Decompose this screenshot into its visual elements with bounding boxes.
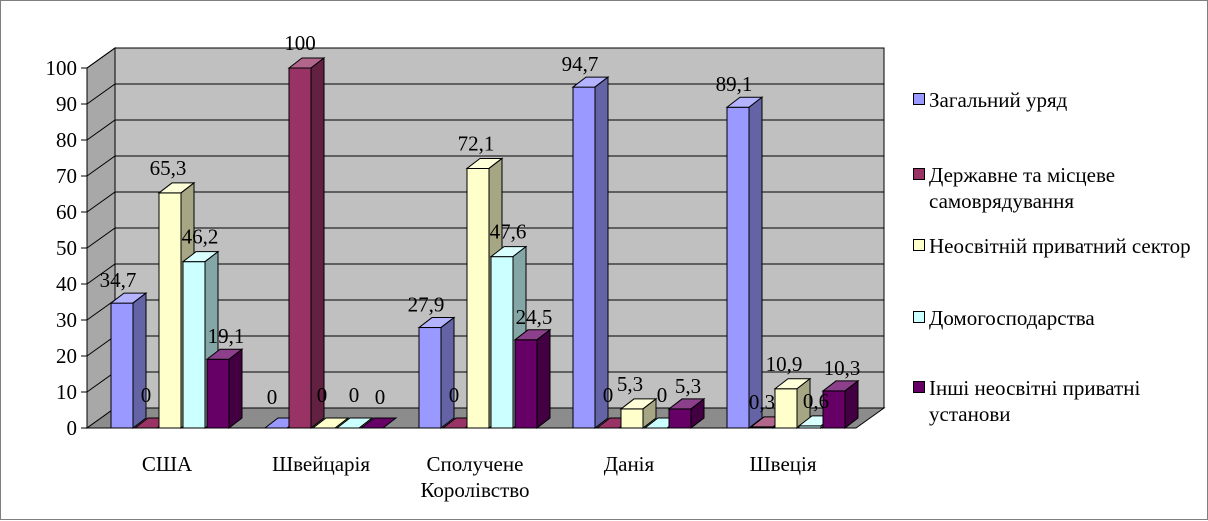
bar	[668, 408, 692, 429]
data-label: 27,9	[408, 293, 445, 317]
bars	[109, 56, 860, 430]
gridline	[86, 47, 884, 69]
x-tick-label: Сполучене	[427, 452, 524, 476]
legend-swatch	[913, 168, 925, 180]
bar	[288, 67, 312, 429]
y-tick-label: 60	[56, 200, 77, 224]
data-label: 0	[141, 383, 152, 407]
bar	[206, 358, 230, 429]
bar-side	[228, 348, 243, 430]
y-tick-label: 50	[56, 236, 77, 260]
gridline	[86, 263, 884, 285]
data-label: 0	[449, 383, 460, 407]
y-tick-label: 40	[56, 272, 77, 296]
y-tick-label: 30	[56, 308, 77, 332]
data-label: 47,6	[490, 220, 527, 244]
data-label: 100	[284, 31, 316, 55]
legend-label: Неосвітній приватний сектор	[929, 234, 1191, 258]
bar-side	[440, 316, 455, 430]
legend-label: Інші неосвітні приватні установи	[929, 376, 1141, 426]
bar-side	[642, 397, 657, 430]
data-label: 5,3	[675, 374, 701, 398]
data-label: 0,6	[803, 389, 829, 413]
y-tick-label: 90	[56, 92, 77, 116]
data-label: 0	[657, 383, 668, 407]
y-tick-label: 20	[56, 344, 77, 368]
legend-swatch	[913, 239, 925, 251]
data-label: 19,1	[208, 324, 245, 348]
bar	[620, 408, 644, 429]
x-tick-label: Швеція	[749, 452, 816, 476]
data-label: 10,9	[766, 352, 803, 376]
bar	[490, 256, 514, 429]
y-axis-ticks: 0 10 20 30 40 50 60 70 80 90 100	[46, 56, 88, 440]
bar	[110, 302, 134, 429]
data-label: 0	[375, 385, 386, 409]
bar-side	[844, 379, 859, 430]
bar	[359, 417, 398, 429]
x-tick-label: США	[142, 452, 193, 476]
bar	[311, 417, 350, 429]
y-tick-label: 100	[46, 56, 78, 80]
bar	[335, 417, 374, 429]
x-tick-label: Королівство	[420, 478, 529, 502]
gridline	[86, 155, 884, 177]
data-label: 94,7	[562, 52, 599, 76]
bar	[514, 339, 538, 429]
data-label: 89,1	[716, 72, 753, 96]
gridline	[86, 191, 884, 213]
data-label: 34,7	[100, 268, 137, 292]
bar	[158, 192, 182, 429]
bar-side	[748, 96, 763, 430]
y-tick-label: 70	[56, 164, 77, 188]
bar	[466, 167, 490, 429]
gridline	[86, 119, 884, 141]
y-tick-label: 10	[56, 380, 77, 404]
data-label: 5,3	[617, 372, 643, 396]
y-tick-label: 80	[56, 128, 77, 152]
gridline	[86, 227, 884, 249]
legend-label: Загальний уряд	[929, 88, 1068, 112]
legend-swatch	[913, 381, 925, 393]
data-label: 24,5	[516, 305, 553, 329]
grid-lines	[86, 47, 884, 393]
bar	[572, 86, 596, 429]
x-tick-label: Данія	[604, 452, 655, 476]
bar	[418, 327, 442, 429]
legend-swatch	[913, 93, 925, 105]
bar	[774, 388, 798, 429]
legend-swatch	[913, 311, 925, 323]
bar-side	[310, 56, 325, 430]
data-label: 10,3	[824, 356, 861, 380]
data-label: 0	[349, 383, 360, 407]
bar-side	[690, 397, 705, 430]
data-label: 0	[603, 383, 614, 407]
data-label: 0	[317, 383, 328, 407]
bar-side	[132, 292, 147, 430]
x-tick-label: Швейцарія	[272, 452, 370, 476]
data-label: 72,1	[458, 131, 495, 155]
bar-side	[536, 328, 551, 430]
bar	[182, 261, 206, 429]
data-label: 65,3	[150, 156, 187, 180]
bar	[726, 106, 750, 429]
data-label: 0	[267, 385, 278, 409]
y-tick-label: 0	[67, 416, 78, 440]
legend-label: Домогосподарства	[929, 306, 1095, 330]
data-label: 0,3	[749, 390, 775, 414]
legend-label: Державне та місцеве самоврядування	[929, 163, 1116, 213]
bar-side	[594, 76, 609, 430]
gridline	[86, 83, 884, 105]
data-label: 46,2	[182, 225, 219, 249]
